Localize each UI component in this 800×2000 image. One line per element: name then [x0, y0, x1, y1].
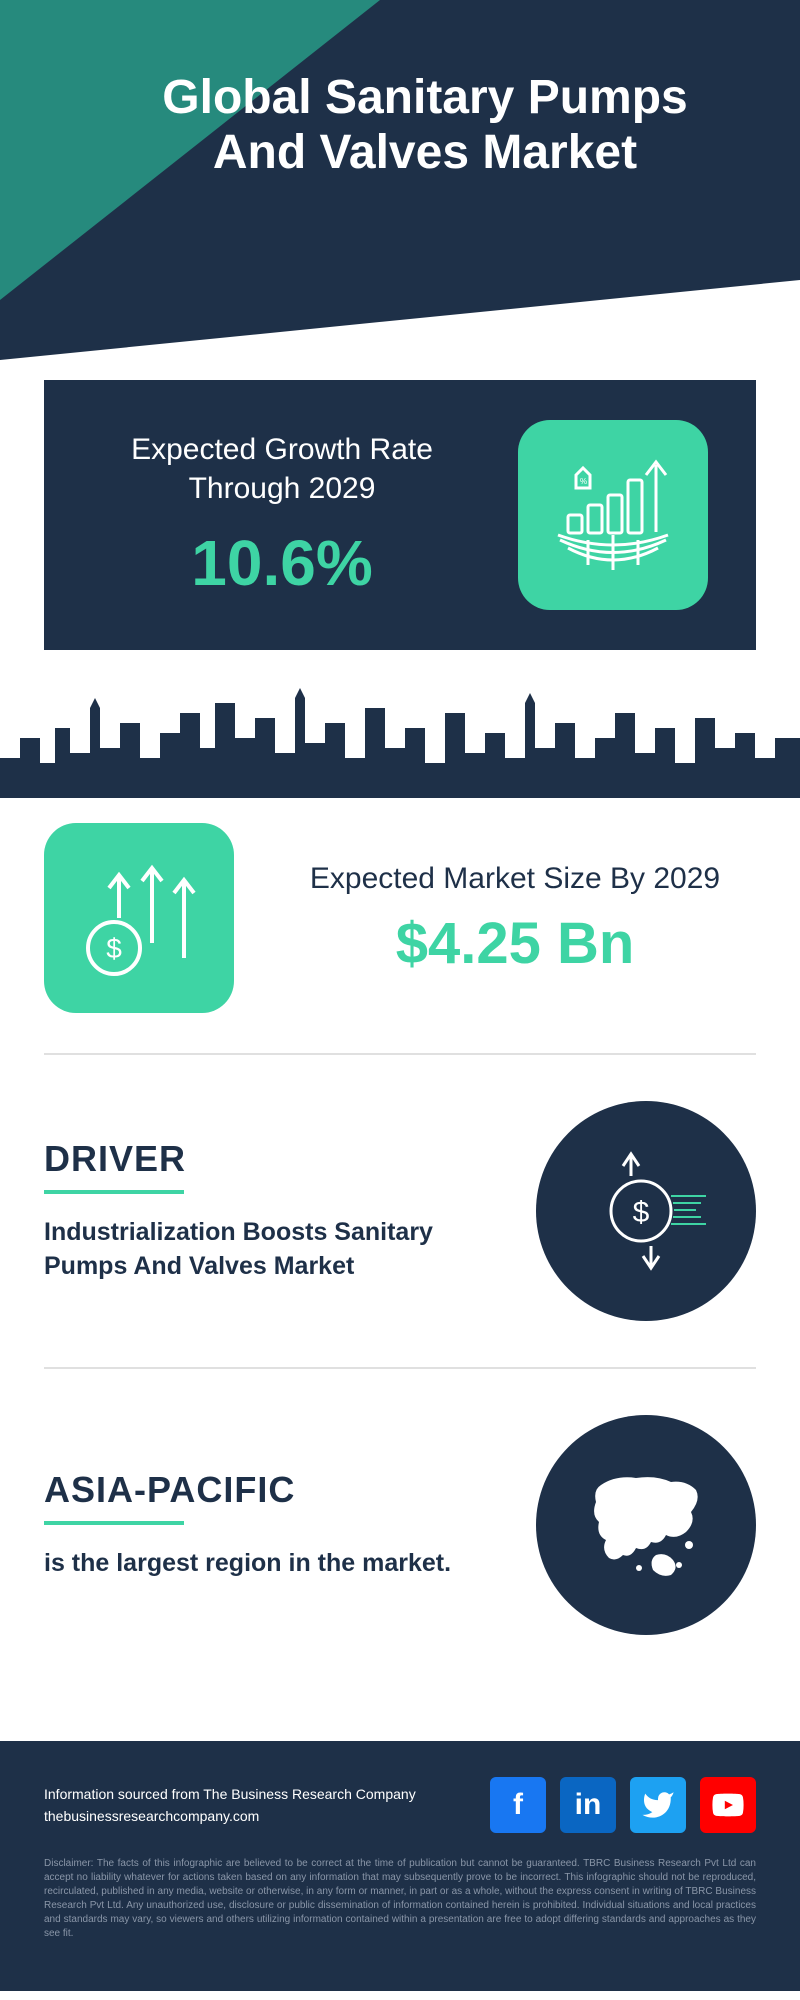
market-value: $4.25 Bn — [274, 910, 756, 977]
svg-text:%: % — [580, 477, 587, 486]
market-label: Expected Market Size By 2029 — [274, 859, 756, 898]
market-icon-tile: $ — [44, 823, 234, 1013]
market-arrows-icon: $ — [64, 843, 214, 993]
facebook-icon[interactable]: f — [490, 1777, 546, 1833]
header-section: Global Sanitary Pumps And Valves Market — [0, 0, 800, 380]
driver-heading: DRIVER — [44, 1138, 506, 1180]
footer-section: Information sourced from The Business Re… — [0, 1741, 800, 1857]
growth-icon-tile: % — [518, 420, 708, 610]
region-icon-circle — [536, 1415, 756, 1635]
twitter-icon[interactable] — [630, 1777, 686, 1833]
skyline-silhouette — [0, 678, 800, 798]
driver-section: DRIVER Industrialization Boosts Sanitary… — [44, 1053, 756, 1367]
region-section: ASIA-PACIFIC is the largest region in th… — [44, 1367, 756, 1681]
youtube-icon[interactable] — [700, 1777, 756, 1833]
page-title: Global Sanitary Pumps And Valves Market — [0, 0, 800, 180]
region-text-block: ASIA-PACIFIC is the largest region in th… — [44, 1469, 536, 1581]
svg-text:$: $ — [633, 1196, 650, 1229]
spacer — [0, 1681, 800, 1741]
footer-source-block: Information sourced from The Business Re… — [44, 1783, 416, 1828]
driver-underline — [44, 1190, 184, 1194]
growth-label: Expected Growth Rate Through 2029 — [92, 430, 472, 508]
growth-text-block: Expected Growth Rate Through 2029 10.6% — [92, 430, 518, 600]
driver-text: Industrialization Boosts Sanitary Pumps … — [44, 1216, 506, 1284]
asia-pacific-map-icon — [561, 1440, 731, 1610]
growth-section: Expected Growth Rate Through 2029 10.6% — [44, 380, 756, 650]
driver-text-block: DRIVER Industrialization Boosts Sanitary… — [44, 1138, 536, 1284]
dollar-transfer-icon: $ — [571, 1136, 721, 1286]
market-section: $ Expected Market Size By 2029 $4.25 Bn — [44, 823, 756, 1053]
region-underline — [44, 1521, 184, 1525]
infographic-page: Global Sanitary Pumps And Valves Market … — [0, 0, 800, 1991]
region-heading: ASIA-PACIFIC — [44, 1469, 506, 1511]
footer-source: Information sourced from The Business Re… — [44, 1783, 416, 1805]
linkedin-icon[interactable]: in — [560, 1777, 616, 1833]
footer-url: thebusinessresearchcompany.com — [44, 1805, 416, 1827]
market-text-block: Expected Market Size By 2029 $4.25 Bn — [234, 859, 756, 977]
social-icons-row: f in — [490, 1777, 756, 1833]
disclaimer-text: Disclaimer: The facts of this infographi… — [0, 1857, 800, 1991]
growth-chart-icon: % — [538, 440, 688, 590]
driver-icon-circle: $ — [536, 1101, 756, 1321]
growth-value: 10.6% — [92, 526, 472, 600]
region-text: is the largest region in the market. — [44, 1547, 506, 1581]
svg-text:$: $ — [106, 933, 122, 964]
